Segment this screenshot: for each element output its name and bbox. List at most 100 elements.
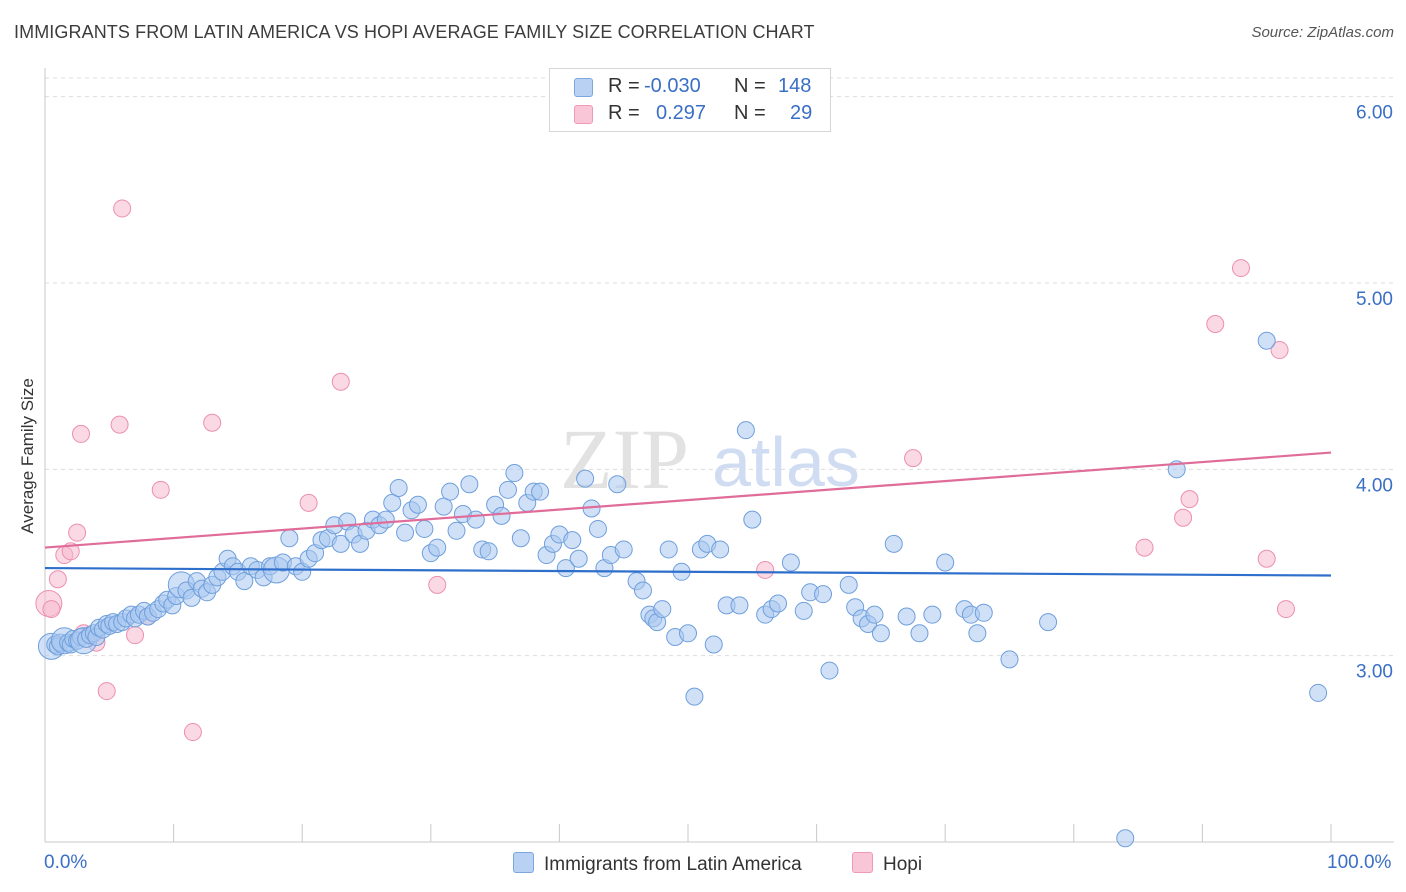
hopi-point (48, 570, 67, 589)
y-tick-label: 6.00 (1356, 103, 1393, 124)
latin-america-point (498, 480, 517, 499)
hopi-point (68, 523, 87, 542)
latin-america-point (685, 687, 704, 706)
hopi-point (97, 682, 116, 701)
hopi-point (183, 723, 202, 742)
hopi-point (110, 415, 129, 434)
hopi-point (904, 449, 923, 468)
latin-america-point (633, 581, 652, 600)
latin-america-point (396, 523, 415, 542)
latin-america-point (588, 519, 607, 538)
latin-america-point (704, 635, 723, 654)
bottom-legend-swatch-blue (513, 852, 534, 873)
latin-america-point (415, 519, 434, 538)
latin-america-point (814, 585, 833, 604)
hopi-point (299, 493, 318, 512)
hopi-point (1231, 259, 1250, 278)
latin-america-point (679, 624, 697, 643)
y-tick-label: 4.00 (1356, 475, 1393, 496)
legend-swatch-pink (574, 105, 593, 124)
latin-america-point (608, 475, 627, 494)
latin-america-point (1000, 650, 1019, 669)
hopi-point (1270, 341, 1289, 360)
y-axis-label: Average Family Size (18, 378, 37, 534)
latin-america-point (865, 605, 884, 624)
watermark-zip: ZIP (560, 411, 689, 507)
hopi-point (72, 424, 91, 443)
watermark: ZIP atlas (560, 411, 860, 507)
latin-america-point (408, 495, 427, 514)
latin-america-point (614, 540, 633, 559)
latin-america-point (531, 482, 550, 501)
axes-layer (44, 68, 1394, 843)
latin-america-point (511, 529, 530, 548)
hopi-point (42, 600, 61, 619)
hopi-point (756, 560, 775, 579)
latin-america-point (923, 605, 942, 624)
latin-america-point (659, 540, 678, 559)
chart-title: IMMIGRANTS FROM LATIN AMERICA VS HOPI AV… (14, 22, 815, 42)
latin-america-point (897, 607, 916, 626)
latin-america-point (389, 478, 408, 497)
latin-america-point (569, 549, 588, 568)
latin-america-point (936, 553, 955, 572)
hopi-point (1180, 490, 1199, 509)
watermark-atlas: atlas (712, 423, 860, 501)
latin-america-point (910, 624, 929, 643)
legend-n-value: 148 (778, 75, 812, 97)
hopi-point (1206, 314, 1225, 333)
hopi-point (1135, 538, 1154, 557)
legend-n-label: N = (734, 102, 766, 124)
bottom-legend-label-hopi: Hopi (883, 854, 923, 875)
latin-america-trend-line (44, 566, 1332, 577)
latin-america-point (280, 529, 299, 548)
latin-america-point (460, 475, 479, 494)
latin-america-point (376, 510, 395, 529)
latin-america-point (447, 521, 466, 540)
latin-america-point (428, 538, 447, 557)
latin-america-point (466, 510, 485, 529)
hopi-point (203, 413, 222, 432)
trend-lines (44, 451, 1332, 577)
bottom-legend-label-latin-america: Immigrants from Latin America (544, 854, 802, 875)
latin-america-point (492, 506, 511, 525)
hopi-point (428, 575, 447, 594)
hopi-point (113, 199, 132, 218)
latin-america-point (505, 464, 524, 483)
latin-america-point (871, 624, 890, 643)
latin-america-point (820, 661, 839, 680)
x-tick-label-max: 100.0% (1327, 852, 1392, 873)
latin-america-point (1039, 613, 1058, 632)
latin-america-point (331, 534, 350, 553)
bottom-legend-hopi: Hopi (852, 852, 922, 876)
legend-r-value: -0.030 (644, 75, 701, 97)
latin-america-points (37, 331, 1328, 848)
latin-america-point (1257, 331, 1276, 350)
y-tick-label: 5.00 (1356, 289, 1393, 310)
legend-r-label: R = (608, 102, 640, 124)
latin-america-point (794, 601, 813, 620)
hopi-point (1174, 508, 1193, 527)
hopi-trend-line (44, 451, 1332, 549)
latin-america-point (1116, 829, 1135, 848)
hopi-point (126, 626, 145, 645)
latin-america-point (1309, 683, 1328, 702)
x-tick-label-min: 0.0% (44, 852, 88, 873)
source-label: Source: ZipAtlas.com (1251, 24, 1394, 41)
latin-america-point (968, 624, 987, 643)
bottom-legend-latin-america: Immigrants from Latin America (513, 852, 802, 876)
latin-america-point (383, 493, 402, 512)
hopi-point (1257, 549, 1276, 568)
hopi-point (1276, 600, 1295, 619)
latin-america-point (974, 603, 993, 622)
latin-america-point (441, 482, 460, 501)
y-tick-label: 3.00 (1356, 662, 1393, 683)
latin-america-point (730, 596, 749, 615)
latin-america-point (479, 542, 498, 561)
latin-america-point (743, 510, 762, 529)
latin-america-point (736, 421, 755, 440)
legend-r-value: 0.297 (656, 102, 707, 124)
y-tick-labels: 3.00 4.00 5.00 6.00 (1356, 103, 1393, 683)
bottom-legend-swatch-pink (852, 852, 873, 873)
